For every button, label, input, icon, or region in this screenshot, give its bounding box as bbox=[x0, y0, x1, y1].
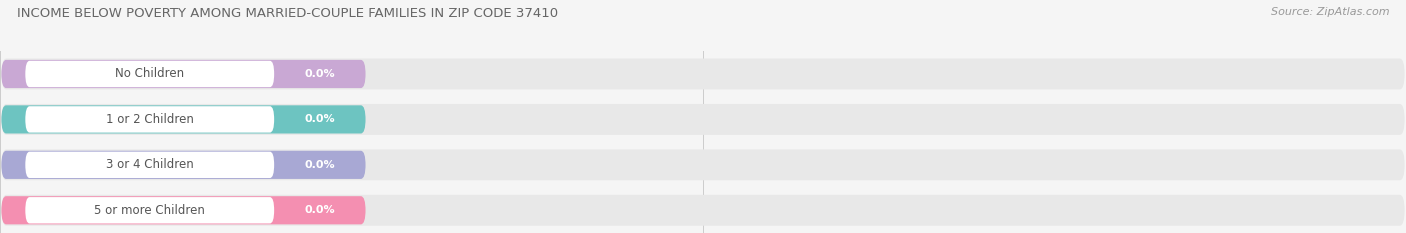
FancyBboxPatch shape bbox=[25, 106, 274, 133]
FancyBboxPatch shape bbox=[25, 61, 274, 87]
FancyBboxPatch shape bbox=[1, 105, 366, 134]
Text: 3 or 4 Children: 3 or 4 Children bbox=[105, 158, 194, 171]
Text: 0.0%: 0.0% bbox=[305, 69, 335, 79]
FancyBboxPatch shape bbox=[25, 197, 274, 223]
Text: 0.0%: 0.0% bbox=[305, 114, 335, 124]
Text: 0.0%: 0.0% bbox=[305, 160, 335, 170]
FancyBboxPatch shape bbox=[1, 58, 1405, 89]
FancyBboxPatch shape bbox=[1, 151, 366, 179]
Text: 0.0%: 0.0% bbox=[305, 205, 335, 215]
Text: INCOME BELOW POVERTY AMONG MARRIED-COUPLE FAMILIES IN ZIP CODE 37410: INCOME BELOW POVERTY AMONG MARRIED-COUPL… bbox=[17, 7, 558, 20]
Text: No Children: No Children bbox=[115, 68, 184, 80]
FancyBboxPatch shape bbox=[1, 104, 1405, 135]
FancyBboxPatch shape bbox=[1, 60, 366, 88]
Text: Source: ZipAtlas.com: Source: ZipAtlas.com bbox=[1271, 7, 1389, 17]
FancyBboxPatch shape bbox=[1, 149, 1405, 180]
FancyBboxPatch shape bbox=[25, 152, 274, 178]
FancyBboxPatch shape bbox=[1, 195, 1405, 226]
Text: 5 or more Children: 5 or more Children bbox=[94, 204, 205, 217]
Text: 1 or 2 Children: 1 or 2 Children bbox=[105, 113, 194, 126]
FancyBboxPatch shape bbox=[1, 196, 366, 224]
